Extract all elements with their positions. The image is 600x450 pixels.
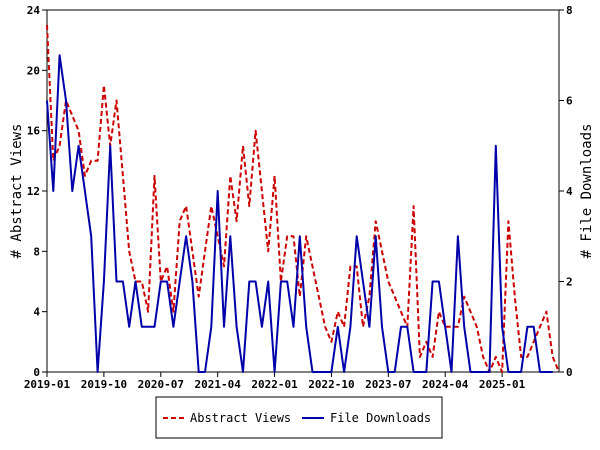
y-left-tick-label: 4: [33, 306, 40, 319]
y-right-tick-label: 6: [566, 95, 573, 108]
x-tick-label: 2025-01: [479, 378, 526, 391]
y-left-tick-label: 16: [27, 125, 41, 138]
x-tick-label: 2023-07: [365, 378, 411, 391]
x-tick-label: 2024-04: [422, 378, 469, 391]
y-right-tick-label: 2: [566, 276, 573, 289]
y-right-tick-label: 8: [566, 4, 573, 17]
x-tick-label: 2022-01: [251, 378, 298, 391]
series-line-abstract-views: [46, 25, 560, 373]
series-line-file-downloads: [46, 54, 553, 373]
y-left-axis-title: # Abstract Views: [9, 124, 25, 259]
legend-label-abstract-views: Abstract Views: [190, 411, 291, 425]
legend-box: [155, 396, 443, 439]
y-right-tick-label: 4: [566, 185, 573, 198]
y-right-tick-label: 0: [566, 366, 573, 379]
y-right-axis-title: # File Downloads: [579, 124, 595, 259]
y-left-tick-label: 12: [27, 185, 40, 198]
y-left-tick-label: 24: [27, 4, 41, 17]
x-tick-label: 2019-01: [24, 378, 71, 391]
x-axis: 2019-01 2019-10 2020-07 2021-04 2022-01 2022-…: [24, 372, 526, 391]
series-layer: [46, 25, 560, 373]
x-tick-label: 2019-10: [81, 378, 127, 391]
x-tick-label: 2021-04: [194, 378, 241, 391]
x-tick-label: 2020-07: [138, 378, 184, 391]
y-left-tick-label: 0: [33, 366, 40, 379]
y-left-axis: 0 4 8 12 16 20 24: [27, 4, 47, 379]
y-left-tick-label: 8: [33, 245, 40, 258]
legend: Abstract Views File Downloads: [155, 396, 443, 439]
x-tick-label: 2022-10: [308, 378, 354, 391]
y-left-tick-label: 20: [27, 64, 40, 77]
legend-label-file-downloads: File Downloads: [330, 411, 431, 425]
y-right-axis: 0 2 4 6 8: [559, 4, 573, 379]
